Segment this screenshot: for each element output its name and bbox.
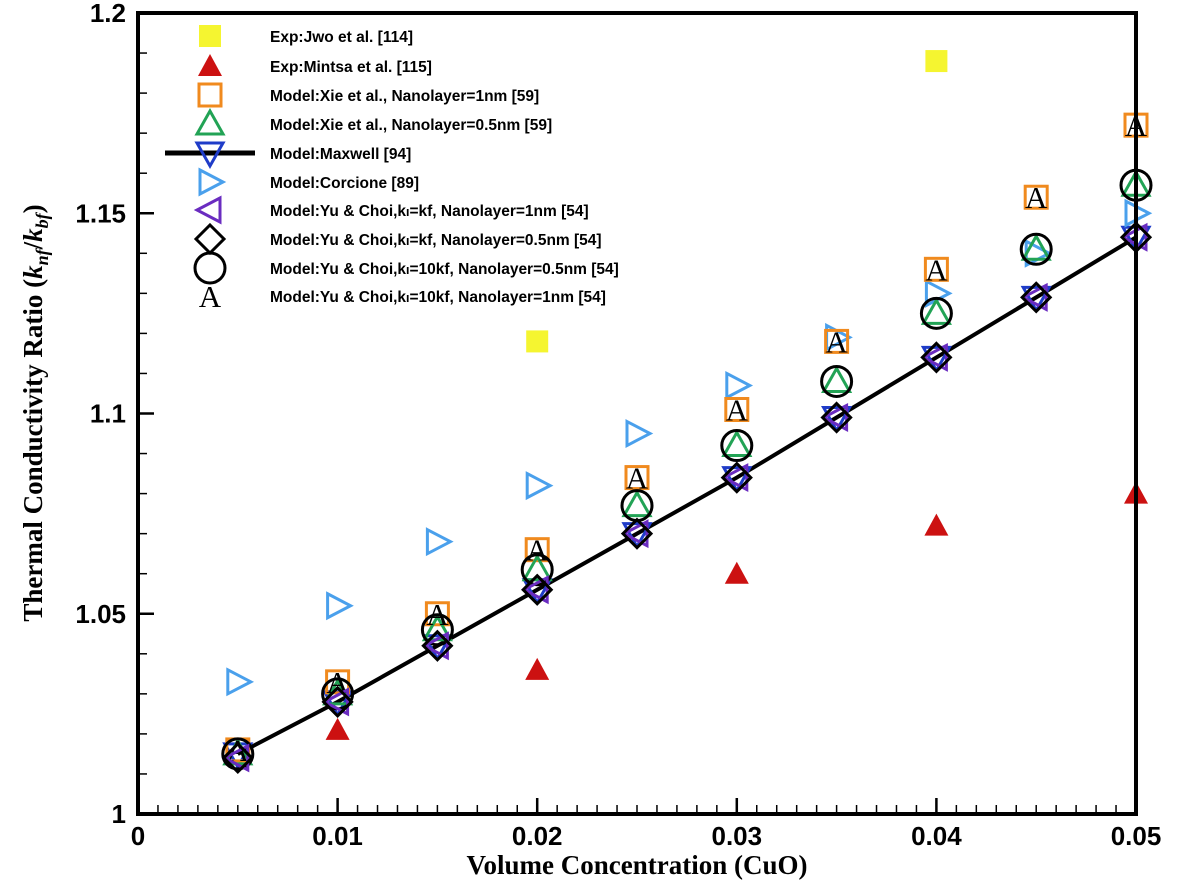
x-axis-label: Volume Concentration (CuO) <box>467 850 808 880</box>
data-point <box>526 330 548 352</box>
x-tick-label: 0.03 <box>711 821 762 851</box>
legend-entry: Exp:Mintsa et al. [115] <box>198 54 432 76</box>
data-point: A <box>526 533 549 568</box>
x-tick-label: 0.05 <box>1111 821 1162 851</box>
data-point: A <box>925 252 948 287</box>
x-tick-label: 0.02 <box>512 821 563 851</box>
y-tick-label: 1.1 <box>90 399 126 429</box>
legend-label: Model:Yu & Choi,kₗ=kf, Nanolayer=1nm [54… <box>270 203 589 220</box>
y-axis-label-k1: k <box>18 265 48 279</box>
legend-entry: Model:Yu & Choi,kₗ=kf, Nanolayer=0.5nm [… <box>196 225 602 253</box>
legend-entry: Exp:Jwo et al. [114] <box>199 25 413 47</box>
legend-marker <box>197 111 223 134</box>
data-point <box>627 422 650 446</box>
legend-marker <box>199 84 221 106</box>
legend-label: Model:Xie et al., Nanolayer=1nm [59] <box>270 88 539 105</box>
y-axis-label-text: Thermal Conductivity Ratio ( <box>18 279 48 622</box>
x-tick-label: 0.01 <box>312 821 363 851</box>
legend-entry: Model:Corcione [89] <box>200 170 419 194</box>
legend-marker <box>198 54 222 76</box>
x-tick-label: 0 <box>131 821 145 851</box>
y-axis-label-close: ) <box>18 204 48 213</box>
maxwell-line <box>238 237 1136 754</box>
x-tick-label: 0.04 <box>911 821 962 851</box>
data-point <box>527 474 550 498</box>
tick-labels: 0 0.01 0.02 0.03 0.04 0.05 1 1.05 1.1 1.15 1.2 <box>75 0 1161 851</box>
data-point <box>427 530 450 554</box>
legend-label: Model:Yu & Choi,kₗ=10kf, Nanolayer=1nm [… <box>270 289 606 306</box>
data-point <box>925 50 947 72</box>
y-tick-label: 1.05 <box>75 599 126 629</box>
data-point <box>725 562 749 584</box>
legend-entry: Model:Yu & Choi,kₗ=10kf, Nanolayer=0.5nm… <box>195 253 619 283</box>
series-0 <box>526 50 947 352</box>
legend-entry: Model:Maxwell [94] <box>165 143 411 166</box>
legend-marker <box>199 25 221 47</box>
data-point <box>328 594 351 618</box>
data-point <box>525 658 549 680</box>
data-point <box>724 433 750 456</box>
y-tick-label: 1 <box>112 799 126 829</box>
series-4 <box>225 227 1149 767</box>
legend-marker <box>197 198 220 222</box>
legend-entry: A Model:Yu & Choi,kₗ=10kf, Nanolayer=1nm … <box>199 279 606 314</box>
data-point <box>824 368 850 391</box>
y-axis-label-k2: k <box>18 228 48 242</box>
legend-entry: Model:Yu & Choi,kₗ=kf, Nanolayer=1nm [54… <box>197 198 589 222</box>
y-tick-label: 1.15 <box>75 198 126 228</box>
legend-marker: A <box>199 279 222 314</box>
legend-label: Model:Corcione [89] <box>270 175 419 192</box>
data-point: A <box>1025 180 1048 215</box>
legend-label: Model:Yu & Choi,kₗ=kf, Nanolayer=0.5nm [… <box>270 232 602 249</box>
legend: Exp:Jwo et al. [114] Exp:Mintsa et al. [1… <box>165 25 619 314</box>
legend-label: Model:Yu & Choi,kₗ=10kf, Nanolayer=0.5nm… <box>270 261 619 278</box>
legend-marker <box>196 225 224 253</box>
data-point: A <box>726 392 749 427</box>
data-point: A <box>825 324 848 359</box>
legend-entry: Model:Xie et al., Nanolayer=0.5nm [59] <box>197 111 552 134</box>
data-point <box>228 670 251 694</box>
legend-label: Exp:Mintsa et al. [115] <box>270 59 432 76</box>
y-tick-label: 1.2 <box>90 0 126 28</box>
legend-marker <box>200 170 223 194</box>
data-point <box>924 514 948 536</box>
legend-label: Model:Maxwell [94] <box>270 146 411 163</box>
legend-entry: Model:Xie et al., Nanolayer=1nm [59] <box>199 84 539 106</box>
data-point <box>624 493 650 516</box>
legend-label: Model:Xie et al., Nanolayer=0.5nm [59] <box>270 117 552 134</box>
legend-label: Exp:Jwo et al. [114] <box>270 29 413 46</box>
y-axis-label: Thermal Conductivity Ratio (knf/kbf) <box>18 204 52 621</box>
data-point <box>326 718 350 740</box>
